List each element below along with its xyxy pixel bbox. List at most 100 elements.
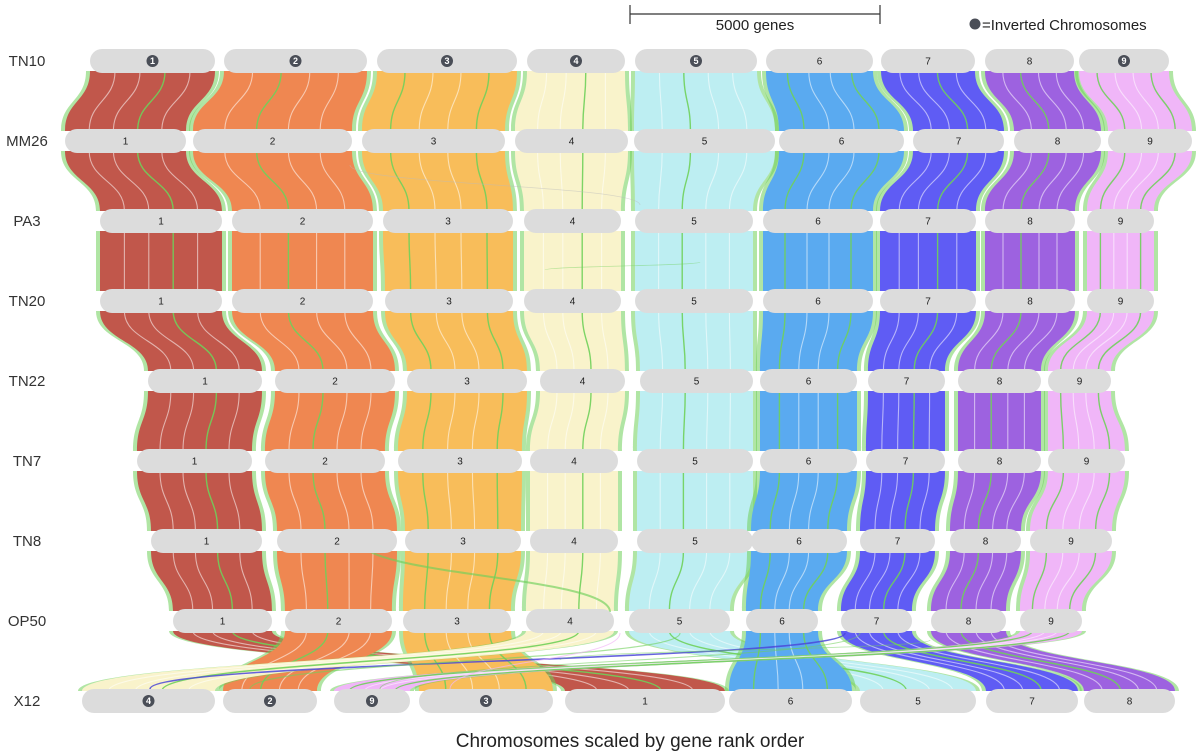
- chromosome-TN22-8[interactable]: [958, 369, 1041, 393]
- chromosome-TN22-4[interactable]: [540, 369, 625, 393]
- chromosome-TN10-7[interactable]: [881, 49, 975, 73]
- chromosome-TN20-3[interactable]: [385, 289, 513, 313]
- chromosome-OP50-3[interactable]: [403, 609, 511, 633]
- chromosome-OP50-7[interactable]: [841, 609, 912, 633]
- ribbon-chr9-TN8-to-OP50-streak: [1031, 550, 1048, 612]
- chromosome-MM26-9[interactable]: [1108, 129, 1192, 153]
- chromosome-TN22-7[interactable]: [868, 369, 945, 393]
- ribbon-chr9-TN8-to-OP50-streak: [1044, 550, 1064, 612]
- chromosome-TN20-8[interactable]: [985, 289, 1075, 313]
- chromosome-PA3-4[interactable]: [524, 209, 621, 233]
- translocation-link-1: [149, 632, 846, 690]
- ribbon-chr2-PA3-to-TN20: [232, 231, 373, 291]
- chromosome-TN20-5[interactable]: [635, 289, 753, 313]
- chromosome-TN8-4[interactable]: [530, 529, 618, 553]
- chromosome-PA3-5[interactable]: [635, 209, 753, 233]
- ribbon-chr7-TN10-to-MM26-streak: [936, 70, 969, 132]
- ribbon-chr6-TN10-to-MM26-streak: [808, 70, 830, 132]
- legend: =Inverted Chromosomes: [969, 17, 1147, 34]
- chromosome-OP50-1[interactable]: [173, 609, 272, 633]
- chromosome-TN22-2[interactable]: [275, 369, 395, 393]
- chromosome-label: 8: [983, 537, 989, 548]
- chromosome-TN8-9[interactable]: [1030, 529, 1112, 553]
- chromosome-TN20-6[interactable]: [763, 289, 873, 313]
- strain-label-MM26: MM26: [6, 133, 48, 150]
- chromosome-TN7-9[interactable]: [1048, 449, 1125, 473]
- chromosome-TN8-6[interactable]: [751, 529, 847, 553]
- chromosome-TN8-2[interactable]: [277, 529, 397, 553]
- chromosome-label: 8: [997, 377, 1003, 388]
- ribbon-chr7-MM26-to-PA3-streak: [898, 150, 932, 212]
- strain-row-TN22: 1 2 3 4 5 6 7 8 9: [148, 369, 1111, 393]
- chromosome-PA3-6[interactable]: [763, 209, 873, 233]
- chromosome-label: 2: [293, 56, 298, 66]
- chromosome-OP50-5[interactable]: [629, 609, 730, 633]
- chromosome-OP50-6[interactable]: [746, 609, 818, 633]
- ribbon-chr8-TN20-to-TN22-streak: [1007, 310, 1040, 372]
- chromosome-TN20-2[interactable]: [232, 289, 373, 313]
- chromosome-PA3-8[interactable]: [985, 209, 1075, 233]
- chromosome-TN7-5[interactable]: [637, 449, 753, 473]
- chromosome-OP50-2[interactable]: [285, 609, 392, 633]
- chromosome-label: 5: [915, 697, 921, 708]
- chromosome-PA3-9[interactable]: [1087, 209, 1154, 233]
- chromosome-TN7-8[interactable]: [958, 449, 1041, 473]
- chromosome-TN7-2[interactable]: [265, 449, 385, 473]
- chromosome-OP50-8[interactable]: [931, 609, 1006, 633]
- scale-bar-label: 5000 genes: [716, 17, 794, 34]
- chromosome-PA3-2[interactable]: [232, 209, 373, 233]
- chromosome-TN22-9[interactable]: [1048, 369, 1111, 393]
- chromosome-TN10-8[interactable]: [985, 49, 1074, 73]
- chromosome-TN8-1[interactable]: [151, 529, 262, 553]
- ribbon-chr1-TN8-to-OP50-streak: [216, 550, 234, 612]
- chromosome-PA3-7[interactable]: [880, 209, 976, 233]
- chromosome-TN8-5[interactable]: [637, 529, 753, 553]
- chromosome-TN20-1[interactable]: [100, 289, 222, 313]
- chromosome-PA3-1[interactable]: [100, 209, 222, 233]
- ribbon-chr8-TN10-to-MM26-streak: [1055, 70, 1085, 132]
- chromosome-X12-1[interactable]: [565, 689, 725, 713]
- chromosome-TN7-4[interactable]: [530, 449, 618, 473]
- chromosome-MM26-3[interactable]: [362, 129, 505, 153]
- ribbon-chr6-TN20-to-TN22: [760, 311, 873, 371]
- chromosome-TN22-6[interactable]: [760, 369, 857, 393]
- chromosome-TN8-3[interactable]: [405, 529, 521, 553]
- chromosome-OP50-4[interactable]: [526, 609, 614, 633]
- chromosome-X12-6[interactable]: [729, 689, 852, 713]
- ribbon-chr2-TN7-to-TN8-streak: [312, 470, 326, 532]
- inverted-marker-icon: [264, 695, 276, 707]
- chromosome-MM26-6[interactable]: [779, 129, 904, 153]
- chromosome-TN8-8[interactable]: [950, 529, 1021, 553]
- ribbon-chr1-TN20-to-TN22: [100, 311, 262, 371]
- chromosome-TN10-6[interactable]: [766, 49, 873, 73]
- chromosome-TN8-7[interactable]: [860, 529, 935, 553]
- ribbon-chr5-TN20-to-TN22: [635, 311, 753, 371]
- chromosome-TN22-5[interactable]: [640, 369, 753, 393]
- chromosome-X12-8[interactable]: [1084, 689, 1175, 713]
- chromosome-MM26-4[interactable]: [515, 129, 628, 153]
- ribbon-chr9-TN7-to-TN8-streak: [1045, 470, 1065, 532]
- chromosome-MM26-8[interactable]: [1014, 129, 1101, 153]
- chromosome-MM26-2[interactable]: [193, 129, 352, 153]
- chromosome-TN20-7[interactable]: [880, 289, 976, 313]
- chromosome-TN7-1[interactable]: [137, 449, 252, 473]
- ribbon-chr2-TN22-to-TN7-streak: [288, 390, 300, 452]
- chromosome-TN7-3[interactable]: [398, 449, 522, 473]
- chromosome-label: 3: [460, 537, 466, 548]
- chromosome-X12-5[interactable]: [860, 689, 976, 713]
- chromosome-TN20-9[interactable]: [1087, 289, 1154, 313]
- chromosome-MM26-1[interactable]: [65, 129, 186, 153]
- chromosome-X12-7[interactable]: [986, 689, 1078, 713]
- chromosome-TN7-6[interactable]: [760, 449, 857, 473]
- chromosome-TN7-7[interactable]: [866, 449, 945, 473]
- chromosome-MM26-7[interactable]: [913, 129, 1004, 153]
- chromosome-MM26-5[interactable]: [634, 129, 775, 153]
- ribbon-chr1-TN20-to-TN22-streak: [123, 310, 172, 372]
- chromosome-PA3-3[interactable]: [383, 209, 513, 233]
- chromosome-OP50-9[interactable]: [1020, 609, 1082, 633]
- ribbon-chr6-MM26-to-PA3-streak: [784, 150, 805, 212]
- chromosome-TN22-1[interactable]: [148, 369, 262, 393]
- ribbon-chr3-TN8-to-OP50: [403, 551, 521, 611]
- chromosome-TN20-4[interactable]: [524, 289, 621, 313]
- chromosome-TN22-3[interactable]: [407, 369, 527, 393]
